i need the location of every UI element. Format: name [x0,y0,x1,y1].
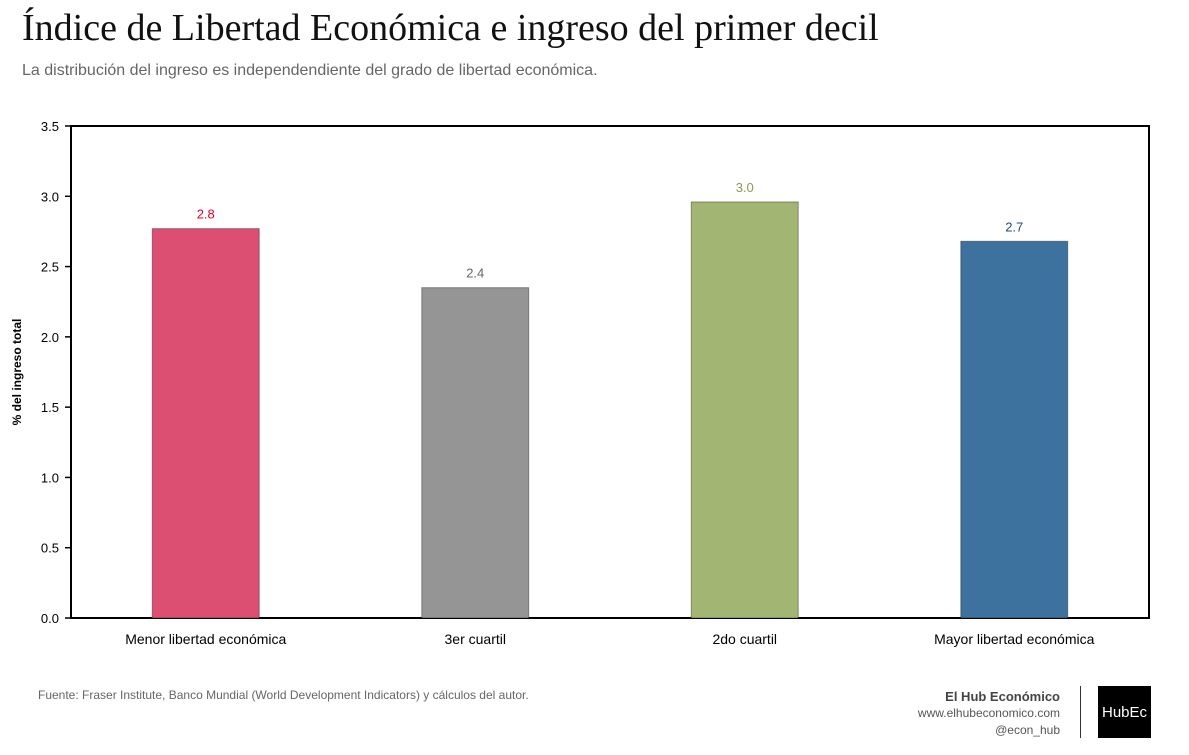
x-tick-label: Mayor libertad económica [934,631,1095,647]
y-tick-label: 1.5 [41,400,59,415]
chart-title: Índice de Libertad Económica e ingreso d… [22,7,879,49]
chart-subtitle: La distribución del ingreso es independe… [22,62,598,79]
y-tick-label: 0.0 [41,611,59,626]
data-label: 3.0 [736,180,754,195]
y-axis-label: % del ingreso total [10,319,24,426]
brand-divider [1080,686,1081,738]
hubec-logo: HubEc [1098,686,1151,738]
bar[interactable] [690,201,799,619]
x-tick-label: 3er cuartil [445,631,506,647]
bar[interactable] [151,228,260,619]
brand-handle[interactable]: @econ_hub [995,723,1060,737]
y-tick-label: 3.5 [41,119,59,134]
y-tick-label: 3.0 [41,189,59,204]
y-tick-label: 2.5 [41,260,59,275]
brand-url[interactable]: www.elhubeconomico.com [917,706,1060,720]
y-tick-label: 0.5 [41,541,59,556]
data-label: 2.7 [1005,219,1023,234]
brand-block: El Hub Económico www.elhubeconomico.com … [918,688,1060,739]
brand-name: El Hub Económico [945,689,1060,704]
x-tick-label: 2do cuartil [712,631,777,647]
data-label: 2.4 [466,266,484,281]
bar[interactable] [960,240,1069,619]
bar-chart: 0.0 0.5 1.0 1.5 2.0 2.5 3.0 3.5 % del ingreso to… [10,119,1150,647]
bar[interactable] [421,287,530,619]
source-note: Fuente: Fraser Institute, Banco Mundial … [38,688,529,702]
plot-frame [70,125,1150,619]
x-tick-label: Menor libertad económica [125,631,286,647]
data-label: 2.8 [197,207,215,222]
y-tick-label: 1.0 [41,470,59,485]
y-tick-label: 2.0 [41,330,59,345]
